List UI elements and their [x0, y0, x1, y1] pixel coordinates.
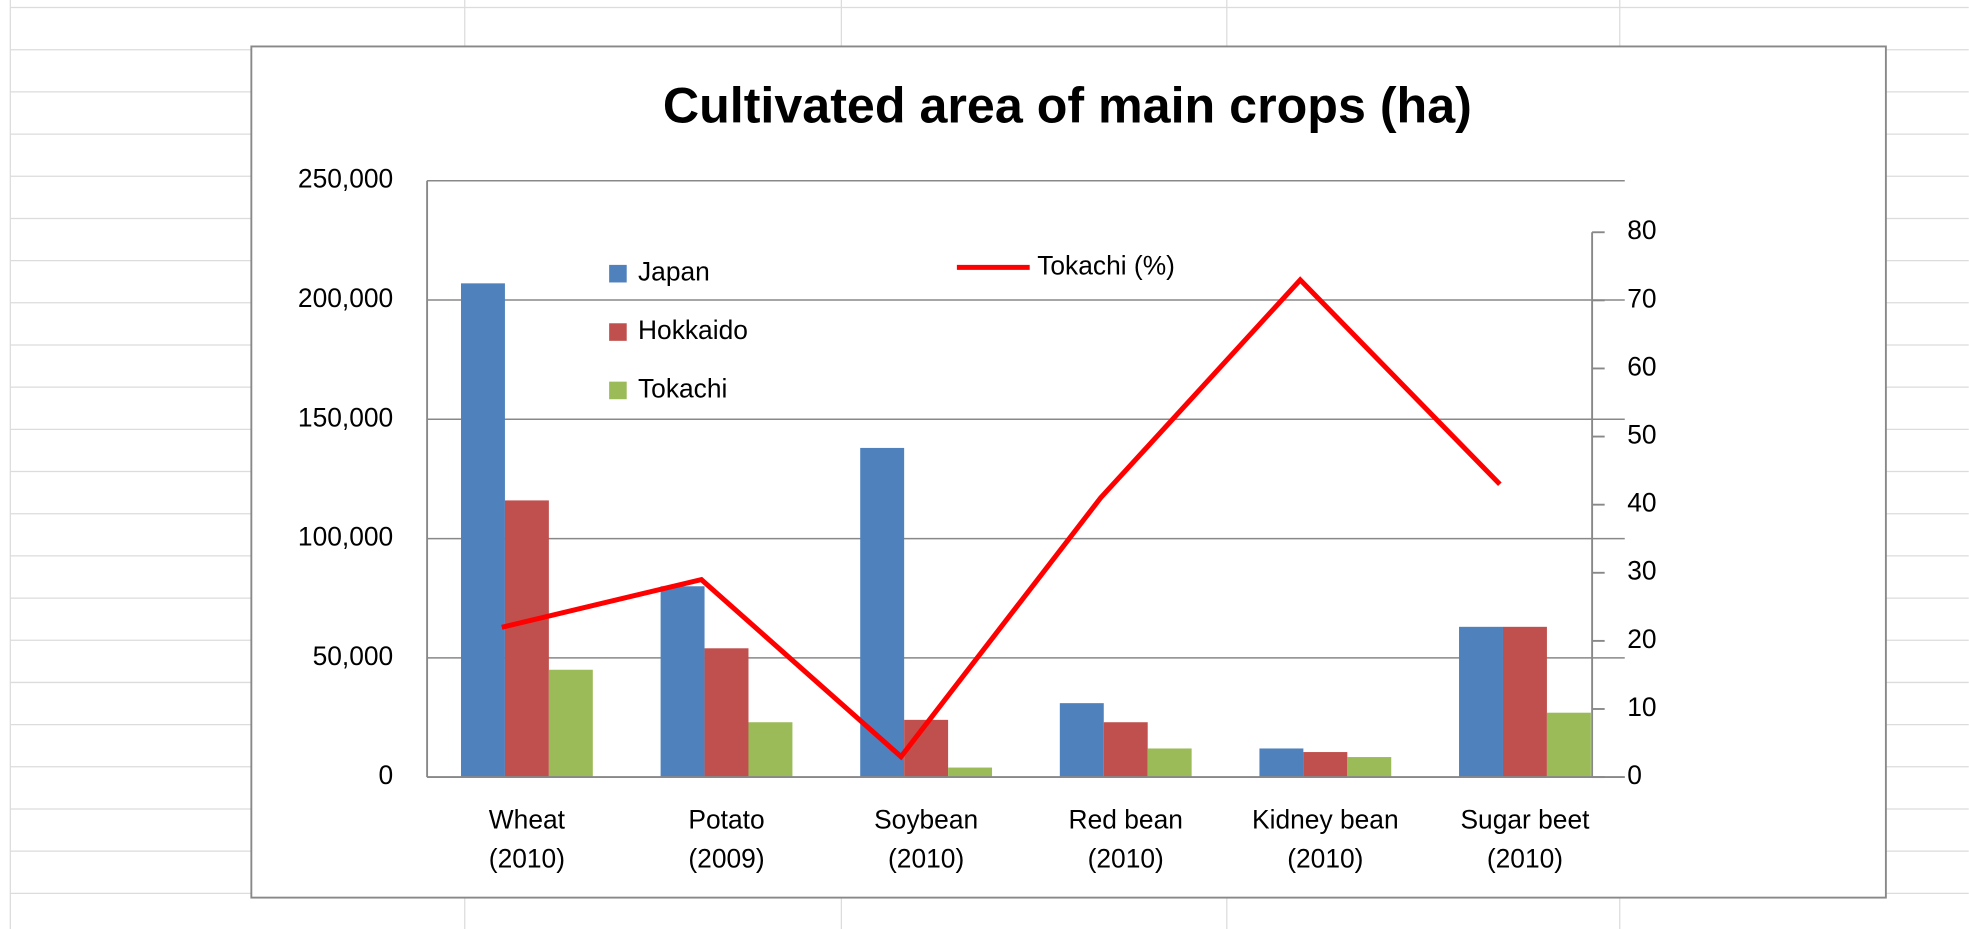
bar	[1147, 748, 1192, 778]
bar	[1259, 748, 1304, 778]
x-tick-label: Sugar beet (2010)	[1460, 805, 1590, 874]
x-tick-label: Soybean (2010)	[874, 805, 979, 874]
bar	[748, 722, 793, 778]
x-tick-label-box: Soybean (2010)	[874, 805, 979, 874]
legend-swatch	[609, 323, 627, 341]
x-tick-label: Potato (2009)	[688, 805, 765, 874]
y-tick-label: 200,000	[298, 283, 393, 313]
chart-title: Cultivated area of main crops (ha)	[663, 77, 1472, 133]
legend-label: Tokachi (%)	[1037, 250, 1175, 280]
bar	[948, 767, 993, 778]
legend-swatch	[609, 381, 627, 400]
legend-label: Hokkaido	[638, 315, 748, 345]
x-tick-label-box: Kidney bean (2010)	[1252, 805, 1399, 874]
y2-tick-label: 70	[1627, 283, 1656, 313]
bar	[1347, 757, 1392, 778]
y-tick-label: 100,000	[298, 522, 393, 552]
y2-tick-label: 40	[1627, 488, 1656, 518]
bar	[548, 669, 593, 778]
y2-tick-label: 50	[1627, 420, 1656, 450]
x-tick-label-box: Potato (2009)	[688, 805, 765, 874]
y2-tick-label: 80	[1627, 215, 1656, 245]
y-tick-label: 50,000	[313, 641, 394, 671]
y2-tick-label: 0	[1627, 760, 1642, 790]
legend-label: Japan	[638, 257, 710, 287]
x-tick-label: Red bean (2010)	[1068, 805, 1183, 874]
y2-tick-label: 30	[1627, 556, 1656, 586]
y-tick-label: 0	[379, 760, 394, 790]
legend-swatch	[609, 264, 627, 283]
bar	[704, 648, 749, 778]
y-tick-label: 250,000	[298, 164, 393, 194]
y2-tick-label: 10	[1627, 692, 1656, 722]
x-tick-label: Wheat (2010)	[488, 805, 565, 874]
line	[501, 276, 1502, 761]
x-tick-label-box: Red bean (2010)	[1068, 805, 1183, 874]
bar	[1502, 626, 1547, 778]
bar	[504, 500, 549, 778]
bar	[1059, 703, 1104, 778]
x-tick-label-box: Wheat (2010)	[488, 805, 565, 874]
y2-tick-label: 20	[1627, 624, 1656, 654]
bar	[1546, 712, 1591, 778]
bar	[904, 719, 949, 778]
x-tick-label: Kidney bean (2010)	[1252, 805, 1399, 874]
bar	[1459, 626, 1503, 778]
y2-tick-label: 60	[1627, 351, 1656, 381]
bar	[660, 586, 705, 778]
legend-label: Tokachi	[638, 373, 727, 403]
x-tick-label-box: Sugar beet (2010)	[1460, 805, 1590, 874]
bar	[860, 447, 905, 778]
y-tick-label: 150,000	[298, 402, 393, 432]
bar	[1103, 722, 1148, 778]
bar	[460, 283, 505, 778]
bar	[1303, 752, 1348, 778]
